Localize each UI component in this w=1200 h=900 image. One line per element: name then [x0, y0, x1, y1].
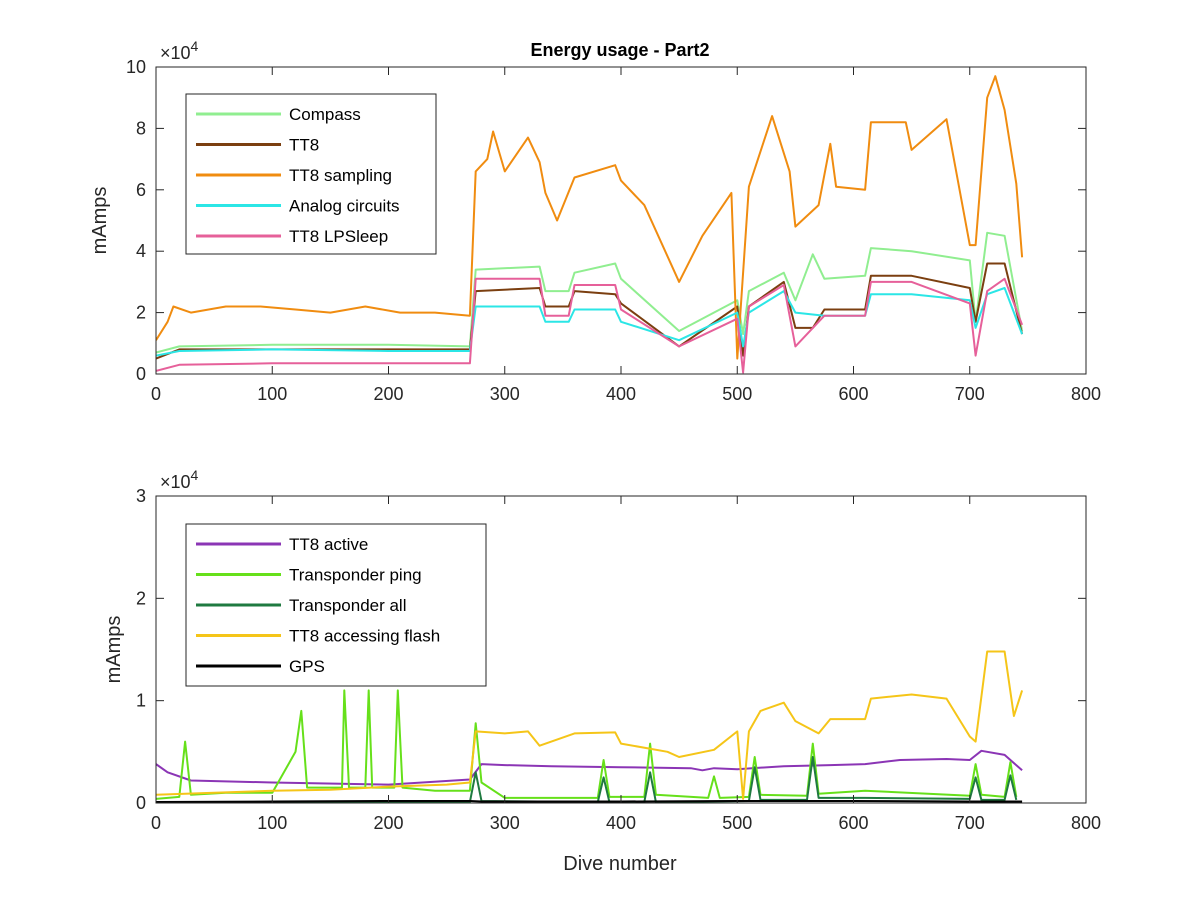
x-tick-label: 600	[838, 384, 868, 404]
x-tick-label: 100	[257, 384, 287, 404]
legend-label: Analog circuits	[289, 197, 400, 216]
y-exponent-label: ×104	[160, 38, 199, 63]
y-tick-label: 3	[136, 486, 146, 506]
x-tick-label: 200	[373, 813, 403, 833]
legend-label: Transponder ping	[289, 566, 422, 585]
x-tick-label: 400	[606, 384, 636, 404]
legend-label: Transponder all	[289, 596, 407, 615]
y-tick-label: 1	[136, 691, 146, 711]
legend-label: TT8 active	[289, 535, 368, 554]
y-tick-label: 8	[136, 118, 146, 138]
series-line-tt8-lpsleep	[156, 277, 1024, 374]
legend-label: TT8 LPSleep	[289, 227, 388, 246]
x-tick-label: 700	[955, 813, 985, 833]
y-tick-label: 6	[136, 180, 146, 200]
x-tick-label: 0	[151, 384, 161, 404]
x-tick-label: 0	[151, 813, 161, 833]
x-axis-label: Dive number	[563, 853, 677, 875]
x-tick-label: 700	[955, 384, 985, 404]
legend-label: Compass	[289, 105, 361, 124]
x-tick-label: 500	[722, 813, 752, 833]
x-tick-label: 100	[257, 813, 287, 833]
legend-label: TT8	[289, 136, 319, 155]
series-line-tt8-accessing-flash	[156, 650, 1024, 800]
legend: Compass TT8 TT8 sampling Analog circuits TT8…	[185, 93, 437, 255]
panel-2: 0 100 200 300 400 500 600 700 800 0 1 2 3 ×104 mAmps TT…	[103, 467, 1101, 833]
x-tick-label: 200	[373, 384, 403, 404]
panel-1: 0 100 200 300 400 500 600 700 800 0 2 4 6 8 10 ×104 mAmp…	[89, 38, 1101, 404]
series-line-gps	[156, 800, 1023, 803]
legend-label: TT8 sampling	[289, 166, 392, 185]
y-tick-label: 0	[136, 364, 146, 384]
x-tick-label: 800	[1071, 384, 1101, 404]
legend-box	[185, 523, 487, 687]
y-axis-label: mAmps	[103, 616, 125, 684]
x-tick-label: 500	[722, 384, 752, 404]
x-tick-label: 300	[490, 813, 520, 833]
legend: TT8 active Transponder ping Transponder al…	[185, 523, 487, 687]
x-tick-label: 600	[838, 813, 868, 833]
x-tick-label: 800	[1071, 813, 1101, 833]
y-exponent-label: ×104	[160, 467, 199, 492]
y-tick-label: 2	[136, 588, 146, 608]
y-tick-label: 2	[136, 303, 146, 323]
y-tick-label: 10	[126, 57, 146, 77]
legend-label: TT8 accessing flash	[289, 627, 440, 646]
x-tick-label: 300	[490, 384, 520, 404]
chart-title: Energy usage - Part2	[530, 40, 709, 60]
y-axis-label: mAmps	[89, 187, 111, 255]
y-tick-label: 0	[136, 793, 146, 813]
legend-label: GPS	[289, 657, 325, 676]
y-tick-label: 4	[136, 241, 146, 261]
series-line-tt8-sampling	[156, 75, 1024, 360]
x-tick-label: 400	[606, 813, 636, 833]
